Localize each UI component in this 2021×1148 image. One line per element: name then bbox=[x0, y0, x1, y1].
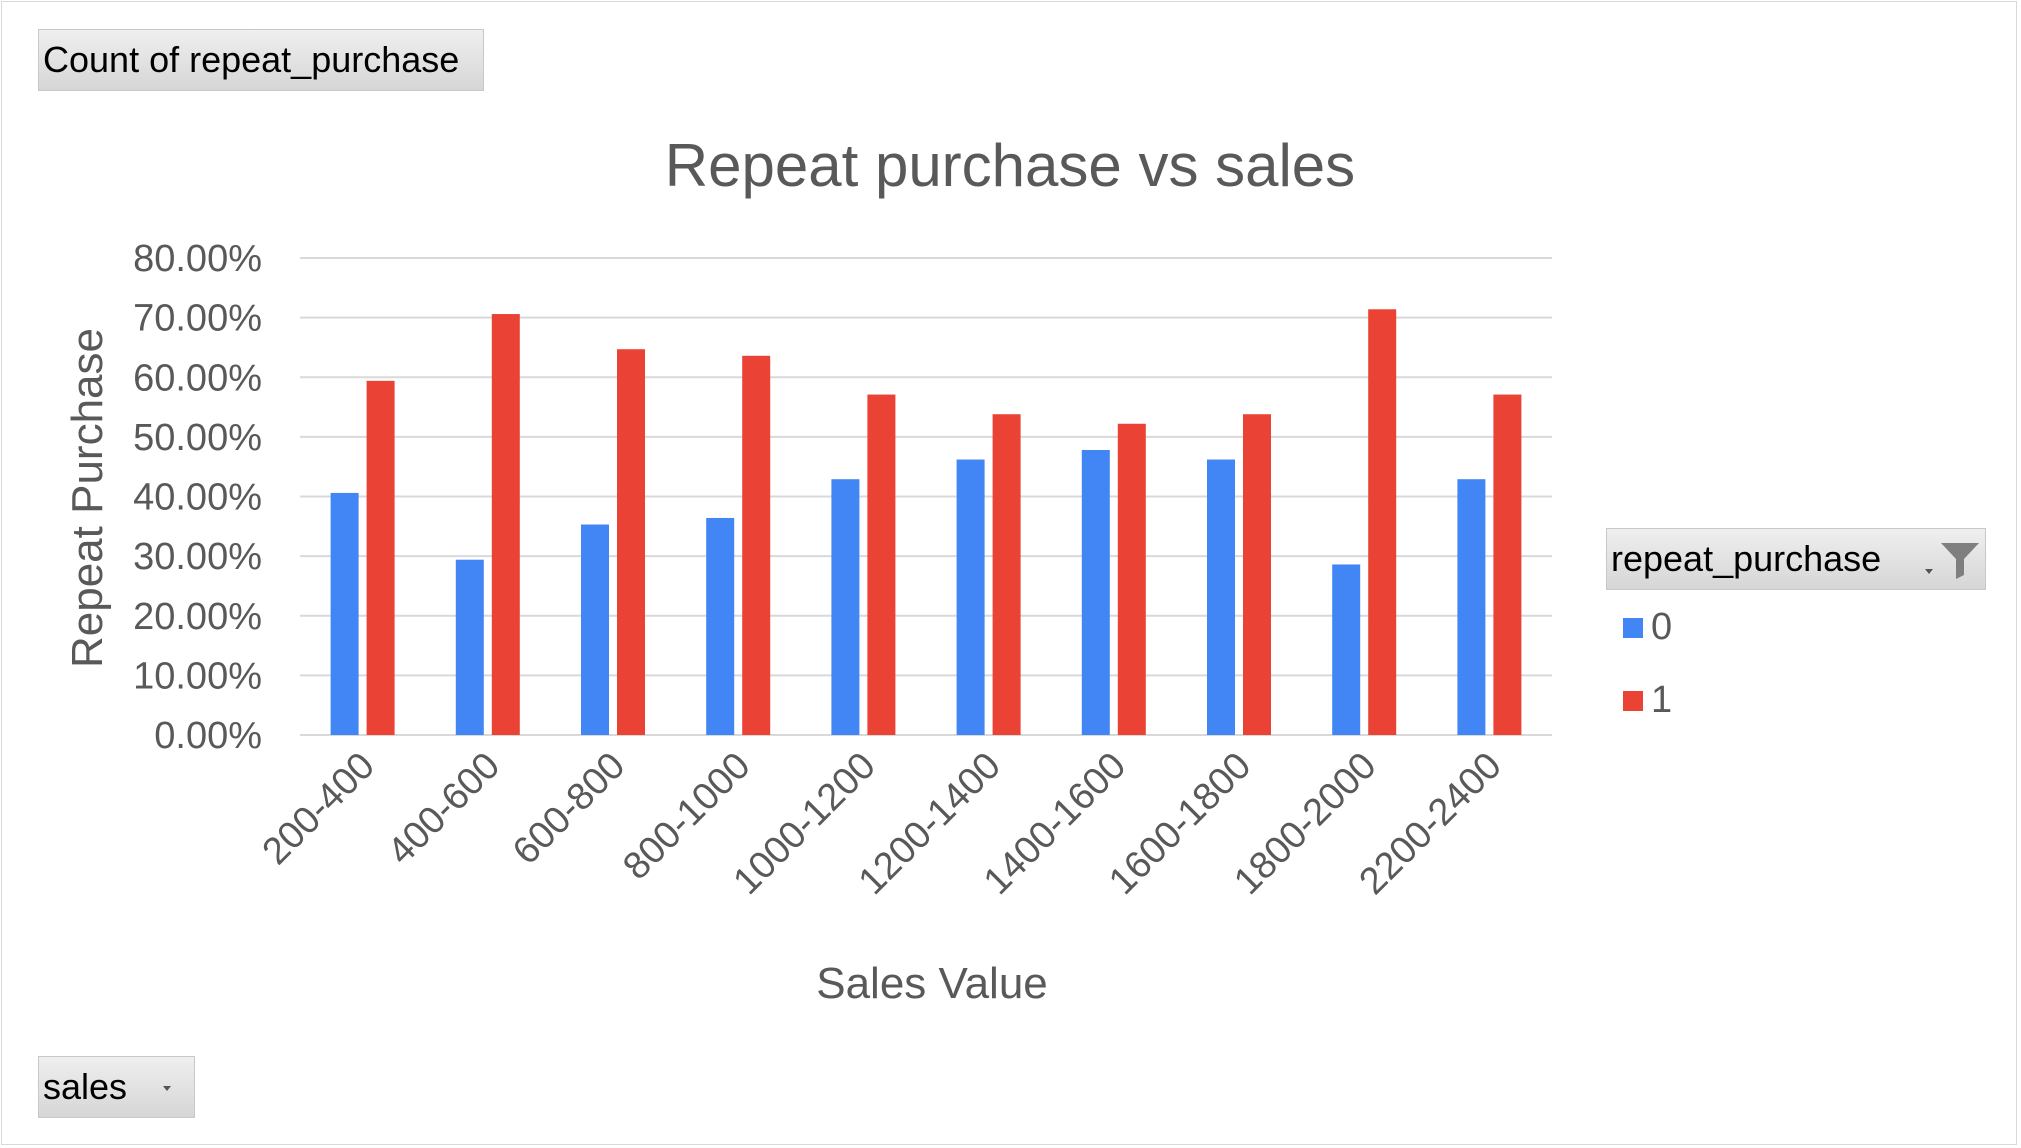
bar-series-1-1200-1400 bbox=[992, 414, 1021, 735]
bar-series-0-600-800 bbox=[581, 524, 609, 735]
chevron-down-icon[interactable] bbox=[163, 1086, 171, 1091]
bars bbox=[330, 309, 1522, 735]
chevron-down-icon[interactable] bbox=[1925, 569, 1933, 574]
x-tick-label: 400-600 bbox=[380, 745, 508, 873]
bar-series-0-1400-1600 bbox=[1081, 449, 1110, 735]
gridlines bbox=[300, 257, 1552, 736]
y-axis-ticks: 0.00% 10.00% 20.00% 30.00% 40.00% 50.00% 60.00… bbox=[133, 238, 262, 757]
axis-field-label: sales bbox=[43, 1066, 128, 1107]
x-axis-ticks: 200-400400-600600-800800-10001000-120012… bbox=[255, 745, 1510, 903]
filter-icon[interactable] bbox=[1939, 539, 1981, 581]
legend-label-0: 0 bbox=[1651, 606, 1673, 648]
x-tick-label: 600-800 bbox=[505, 745, 633, 873]
bar-series-1-600-800 bbox=[617, 349, 645, 735]
bar-series-0-1600-1800 bbox=[1207, 459, 1235, 735]
bar-series-0-2200-2400 bbox=[1457, 479, 1486, 735]
y-tick-label: 0.00% bbox=[154, 715, 262, 757]
bar-series-0-200-400 bbox=[330, 492, 359, 735]
y-tick-label: 80.00% bbox=[133, 238, 262, 280]
bar-series-1-2200-2400 bbox=[1493, 394, 1522, 735]
legend-field-button[interactable]: repeat_purchase bbox=[1606, 528, 1986, 590]
bar-series-1-1000-1200 bbox=[867, 394, 896, 735]
y-tick-label: 40.00% bbox=[133, 477, 262, 519]
legend-swatch-0 bbox=[1623, 618, 1643, 638]
bar-series-1-200-400 bbox=[366, 380, 395, 735]
bar-series-0-800-1000 bbox=[706, 517, 735, 735]
bar-series-1-400-600 bbox=[491, 314, 520, 735]
y-tick-label: 10.00% bbox=[133, 655, 262, 697]
values-field-button[interactable]: Count of repeat_purchase bbox=[38, 29, 484, 91]
y-tick-label: 70.00% bbox=[133, 298, 262, 340]
bar-series-1-1400-1600 bbox=[1117, 423, 1146, 735]
legend-label-1: 1 bbox=[1651, 679, 1673, 721]
legend-swatch-1 bbox=[1623, 691, 1643, 711]
values-field-label: Count of repeat_purchase bbox=[43, 39, 460, 80]
bar-series-1-1800-2000 bbox=[1368, 309, 1397, 735]
bar-series-1-1600-1800 bbox=[1243, 414, 1271, 735]
bar-series-0-1800-2000 bbox=[1332, 564, 1361, 735]
bar-series-0-400-600 bbox=[455, 559, 484, 735]
y-tick-label: 20.00% bbox=[133, 596, 262, 638]
x-axis-title: Sales Value bbox=[816, 959, 1048, 1008]
y-tick-label: 60.00% bbox=[133, 357, 262, 399]
bar-series-0-1000-1200 bbox=[831, 479, 860, 735]
bar-series-0-1200-1400 bbox=[956, 459, 985, 735]
bar-series-1-800-1000 bbox=[742, 355, 771, 735]
axis-field-button[interactable]: sales bbox=[38, 1056, 195, 1118]
y-tick-label: 30.00% bbox=[133, 536, 262, 578]
legend-field-label: repeat_purchase bbox=[1611, 538, 1882, 579]
y-tick-label: 50.00% bbox=[133, 417, 262, 459]
x-tick-label: 200-400 bbox=[255, 745, 383, 873]
y-axis-title: Repeat Purchase bbox=[63, 328, 112, 668]
chart-title: Repeat purchase vs sales bbox=[665, 132, 1355, 199]
